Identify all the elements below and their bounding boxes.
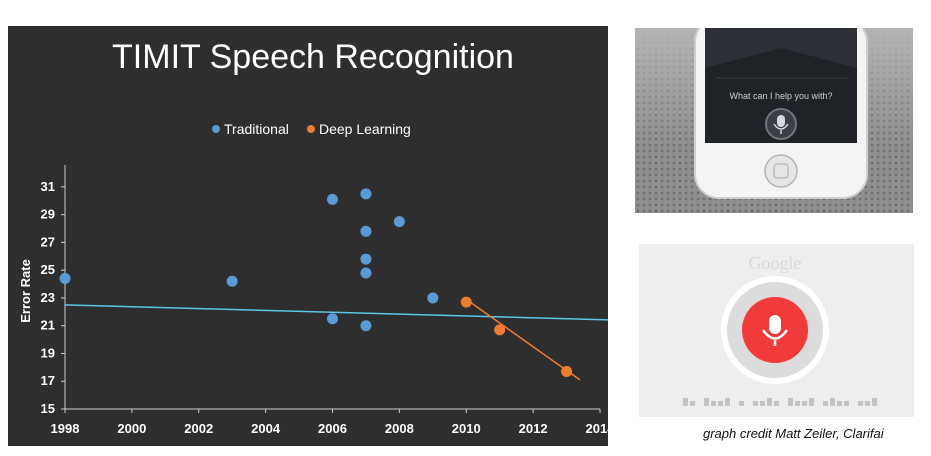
x-tick-label: 1998 <box>51 421 80 436</box>
audio-bar <box>711 401 716 406</box>
data-point <box>59 273 71 285</box>
audio-bar <box>844 401 849 406</box>
trendline <box>64 304 608 321</box>
google-voice-illustration: Google <box>683 253 877 406</box>
audio-bar <box>837 401 842 406</box>
data-point <box>327 313 338 325</box>
google-logo: Google <box>749 253 802 273</box>
audio-bar <box>683 398 688 406</box>
audio-bar <box>760 401 765 406</box>
x-tick-label: 2014 <box>586 421 608 436</box>
siri-phone-illustration: What can I help you with? <box>635 28 913 213</box>
audio-bar <box>767 398 772 406</box>
data-point <box>360 267 372 279</box>
trendlines <box>64 298 608 381</box>
chart-title: TIMIT Speech Recognition <box>112 38 514 76</box>
data-point <box>327 193 338 205</box>
data-point <box>360 253 372 265</box>
data-point <box>393 216 405 228</box>
y-tick-label: 25 <box>41 262 55 277</box>
audio-bar <box>690 401 695 406</box>
siri-phone-photo: What can I help you with? <box>635 28 913 213</box>
siri-mic-icon <box>777 115 785 127</box>
audio-bar <box>872 398 877 406</box>
data-point <box>561 366 573 378</box>
audio-bar <box>809 398 814 406</box>
data-points <box>59 188 573 378</box>
google-voice-search: Google <box>639 244 914 417</box>
home-button <box>764 154 798 188</box>
x-tick-label: 2006 <box>318 421 347 436</box>
audio-bar <box>739 401 744 406</box>
audio-bar <box>774 401 779 406</box>
audio-bar <box>858 401 863 406</box>
data-point <box>360 225 372 237</box>
siri-prompt-text: What can I help you with? <box>729 91 832 101</box>
timit-chart: TIMIT Speech Recognition Traditional Deep… <box>18 38 608 436</box>
legend-label: Traditional <box>224 121 289 137</box>
y-axis-label: Error Rate <box>18 259 33 323</box>
data-point <box>226 275 238 287</box>
x-tick-label: 2012 <box>519 421 548 436</box>
x-tick-label: 2002 <box>184 421 213 436</box>
data-point <box>494 324 506 336</box>
x-tick-label: 2008 <box>385 421 414 436</box>
data-point <box>360 188 372 200</box>
audio-bar <box>802 401 807 406</box>
trendline <box>465 298 581 381</box>
y-tick-label: 17 <box>41 373 55 388</box>
audio-bar <box>704 398 709 406</box>
audio-bar <box>753 401 758 406</box>
legend-marker <box>212 125 220 133</box>
data-point <box>427 292 439 304</box>
audio-bar <box>795 401 800 406</box>
microphone-icon <box>761 315 789 346</box>
chart-panel: TIMIT Speech Recognition Traditional Deep… <box>8 26 608 446</box>
audio-bar <box>865 401 870 406</box>
audio-level-bars <box>683 398 877 406</box>
y-tick-label: 27 <box>41 234 55 249</box>
chart-legend: Traditional Deep Learning <box>212 121 411 137</box>
audio-bar <box>725 398 730 406</box>
audio-bar <box>788 398 793 406</box>
audio-bar <box>718 401 723 406</box>
legend-label: Deep Learning <box>319 121 411 137</box>
y-tick-label: 15 <box>41 401 55 416</box>
data-point <box>460 296 472 308</box>
y-tick-label: 21 <box>41 318 55 333</box>
legend-marker <box>307 125 315 133</box>
y-tick-label: 29 <box>41 207 55 222</box>
y-tick-label: 19 <box>41 345 55 360</box>
y-tick-label: 31 <box>41 179 55 194</box>
audio-bar <box>823 401 828 406</box>
x-tick-label: 2004 <box>251 421 281 436</box>
x-tick-label: 2000 <box>117 421 146 436</box>
data-point <box>360 320 372 332</box>
y-tick-label: 23 <box>41 290 55 305</box>
x-tick-label: 2010 <box>452 421 481 436</box>
graph-credit: graph credit Matt Zeiler, Clarifai <box>703 426 884 441</box>
chart-axes: 15 17 19 21 23 25 27 29 31 1998 2000 2002 2004 2006 20… <box>41 165 608 436</box>
audio-bar <box>830 398 835 406</box>
